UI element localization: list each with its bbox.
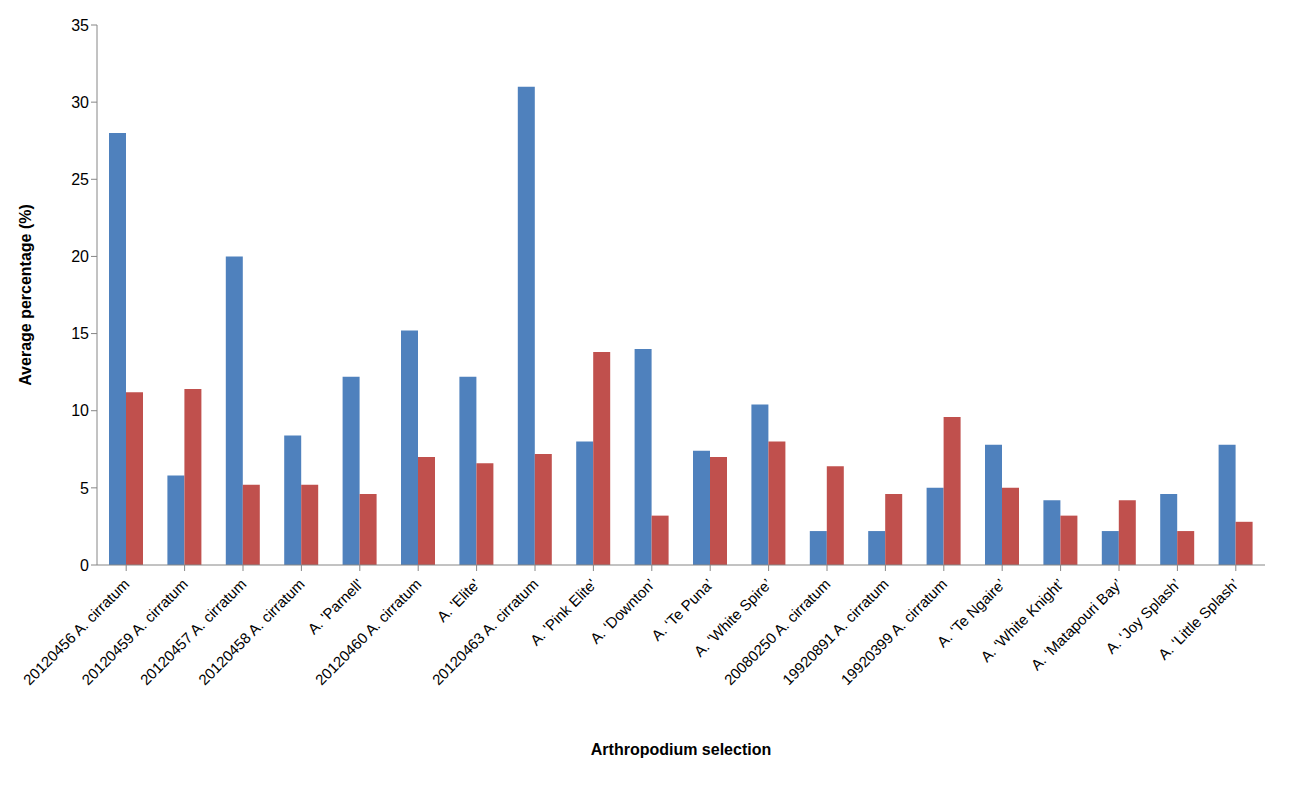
svg-text:19920891 A. cirratum: 19920891 A. cirratum — [779, 575, 892, 688]
svg-text:19920399 A. cirratum: 19920399 A. cirratum — [837, 575, 950, 688]
svg-text:30: 30 — [71, 94, 89, 111]
svg-text:20120458 A. cirratum: 20120458 A. cirratum — [195, 575, 308, 688]
svg-text:A. ‘White Spire’: A. ‘White Spire’ — [690, 575, 775, 660]
svg-text:A. ‘Te Puna’: A. ‘Te Puna’ — [647, 575, 717, 644]
svg-text:Average percentage (%): Average percentage (%) — [17, 204, 34, 386]
svg-text:15: 15 — [71, 325, 89, 342]
svg-text:20120459 A. cirratum: 20120459 A. cirratum — [78, 575, 191, 688]
svg-text:20120456 A. cirratum: 20120456 A. cirratum — [20, 575, 133, 688]
svg-text:A. ‘Matapouri Bay’: A. ‘Matapouri Bay’ — [1027, 575, 1125, 673]
svg-text:A. ‘Little Splash’: A. ‘Little Splash’ — [1155, 575, 1242, 662]
svg-text:A. 'Elite': A. 'Elite' — [433, 575, 483, 625]
svg-text:Arthropodium selection: Arthropodium selection — [591, 741, 771, 758]
svg-text:A. 'Parnell': A. 'Parnell' — [304, 575, 366, 637]
svg-text:A. ‘Te Ngaire’: A. ‘Te Ngaire’ — [933, 575, 1009, 651]
svg-text:0: 0 — [80, 557, 89, 574]
svg-text:20: 20 — [71, 248, 89, 265]
svg-text:5: 5 — [80, 480, 89, 497]
svg-text:A. ‘Joy Splash’: A. ‘Joy Splash’ — [1102, 575, 1184, 657]
svg-text:20120457 A. cirratum: 20120457 A. cirratum — [137, 575, 250, 688]
svg-text:20080250 A. cirratum: 20080250 A. cirratum — [721, 575, 834, 688]
svg-text:10: 10 — [71, 402, 89, 419]
svg-text:A. 'Pink Elite': A. 'Pink Elite' — [526, 575, 600, 649]
svg-text:35: 35 — [71, 17, 89, 34]
svg-text:A. ‘Downton’: A. ‘Downton’ — [587, 575, 659, 647]
svg-text:A. ‘White Knight’: A. ‘White Knight’ — [977, 575, 1067, 666]
svg-text:20120460 A. cirratum: 20120460 A. cirratum — [312, 575, 425, 688]
svg-text:25: 25 — [71, 171, 89, 188]
svg-text:20120463 A. cirratum: 20120463 A. cirratum — [429, 575, 542, 688]
